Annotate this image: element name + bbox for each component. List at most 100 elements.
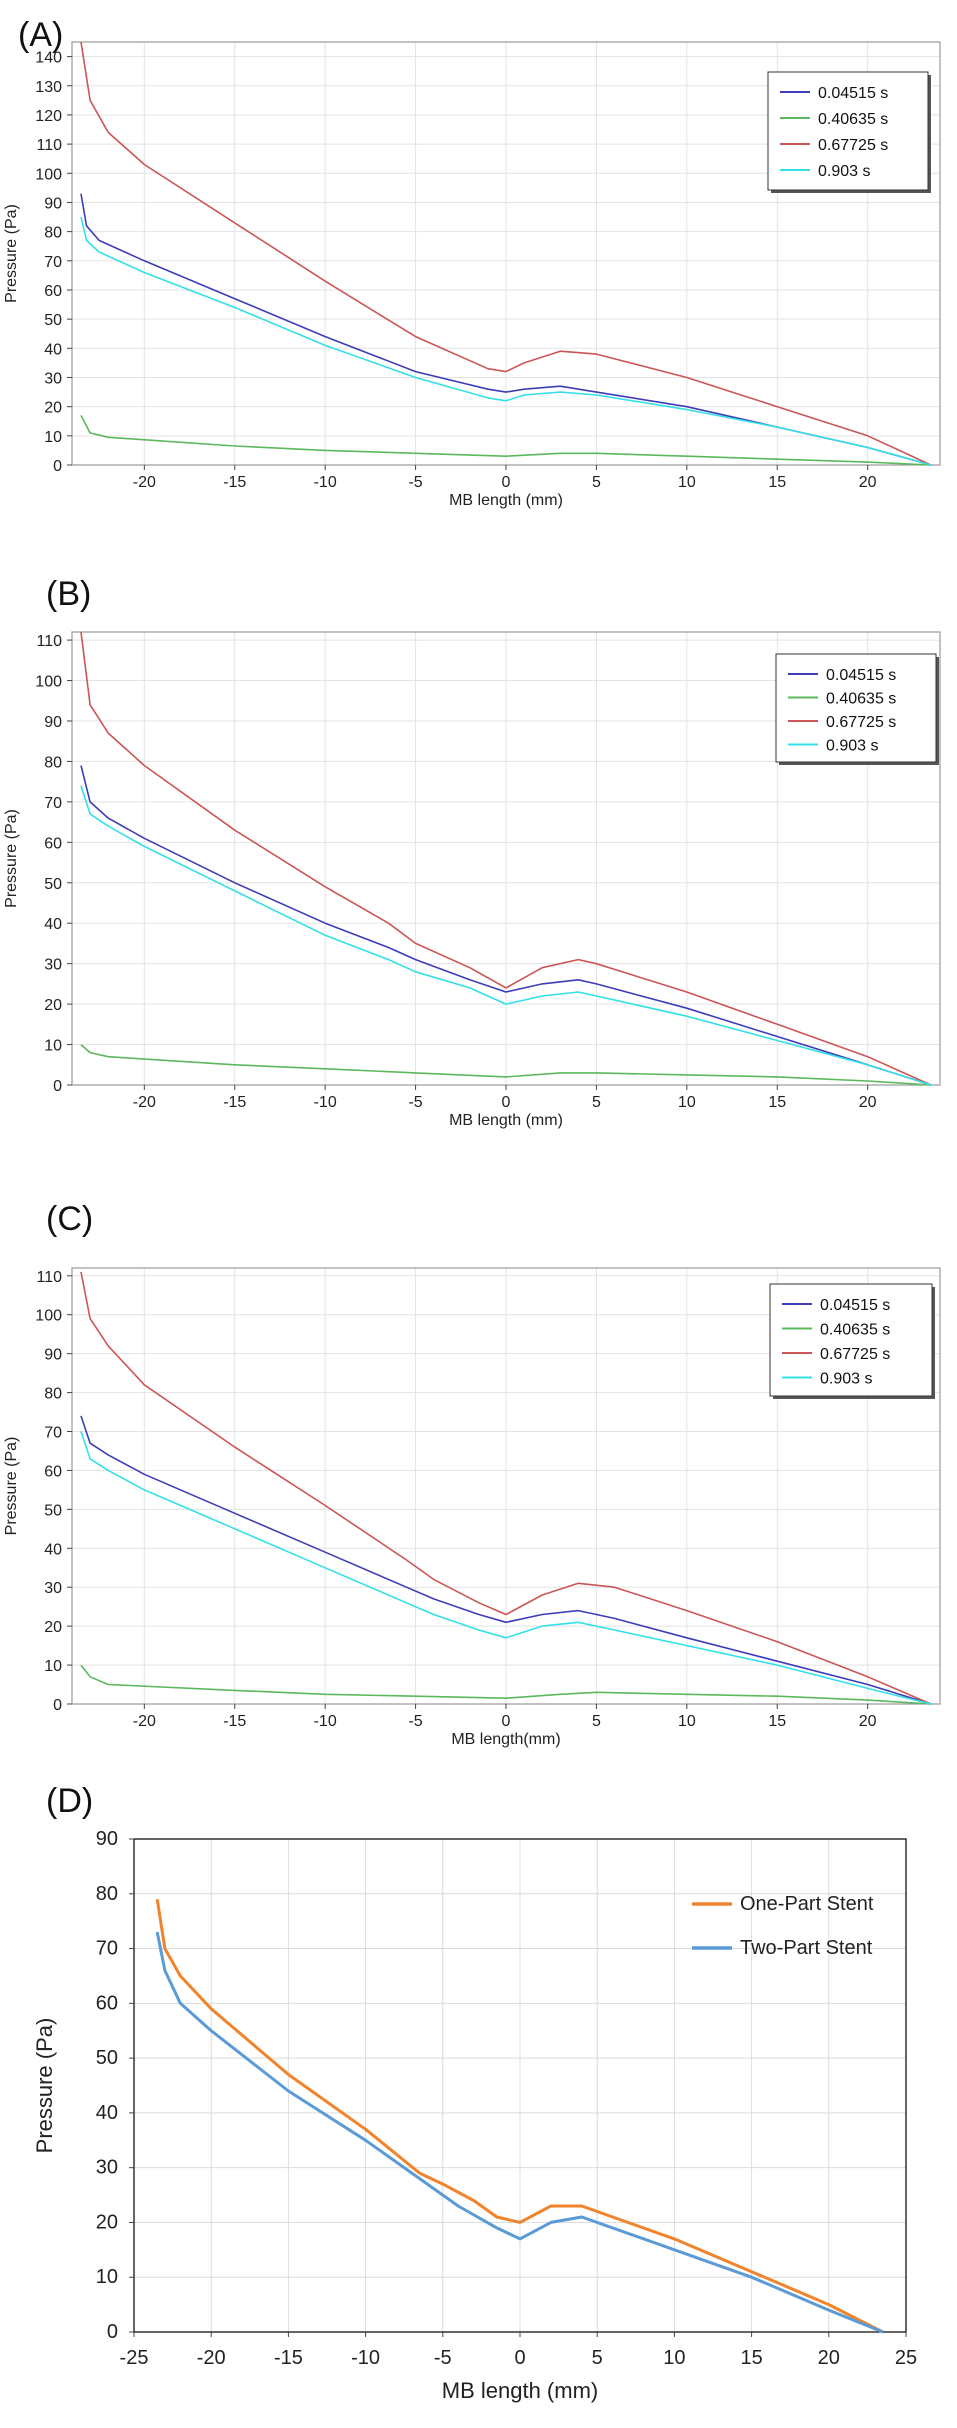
legend-entry: 0.40635 s: [818, 111, 888, 128]
x-tick-label: 10: [678, 1094, 696, 1111]
series-line-1: [80, 765, 932, 1086]
legend-entry: 0.903 s: [818, 163, 870, 180]
series-line-4: [80, 216, 932, 466]
y-axis-label: Pressure (Pa): [3, 1437, 20, 1536]
legend-entry: 0.67725 s: [820, 1346, 890, 1363]
x-tick-label: 20: [818, 2347, 840, 2369]
series-line-1: [80, 1415, 932, 1705]
x-tick-label: 5: [592, 2347, 603, 2369]
y-tick-label: 10: [96, 2266, 118, 2288]
x-tick-label: -20: [133, 1713, 156, 1730]
legend-entry: 0.04515 s: [820, 1297, 890, 1314]
legend-entry: 0.67725 s: [818, 137, 888, 154]
panel-label: (D): [46, 1782, 93, 1820]
y-tick-label: 80: [44, 1386, 62, 1403]
x-tick-label: 10: [678, 1713, 696, 1730]
x-tick-label: 5: [592, 1094, 601, 1111]
x-tick-label: -5: [434, 2347, 452, 2369]
y-tick-label: 10: [44, 1658, 62, 1675]
y-tick-label: 70: [44, 254, 62, 271]
x-tick-label: -15: [223, 1713, 246, 1730]
legend-entry: 0.903 s: [826, 738, 878, 755]
legend-entry: 0.04515 s: [826, 667, 896, 684]
x-tick-label: -10: [314, 474, 337, 491]
x-tick-label: 5: [592, 1713, 601, 1730]
x-tick-label: 0: [502, 1094, 511, 1111]
x-tick-label: 15: [768, 474, 786, 491]
x-axis-label: MB length (mm): [449, 1112, 563, 1129]
legend-entry: 0.67725 s: [826, 714, 896, 731]
series-line-1: [80, 193, 932, 466]
legend: 0.04515 s 0.40635 s 0.67725 s 0.903 s: [769, 1283, 935, 1399]
series-line-4: [80, 785, 932, 1086]
y-tick-label: 60: [44, 1463, 62, 1480]
y-tick-label: 20: [44, 997, 62, 1014]
y-tick-label: 110: [36, 633, 62, 650]
y-tick-label: 80: [96, 1883, 118, 1905]
panel-label: (B): [46, 575, 91, 613]
x-tick-label: 25: [895, 2347, 917, 2369]
chart-panel-4: (D) -25 -20 -15 -10 -5 0 5 10 15 20 25 0 10 20 30 40 50 60…: [32, 1782, 917, 2403]
x-tick-label: 15: [740, 2347, 762, 2369]
legend-entry: 0.04515 s: [818, 85, 888, 102]
x-tick-label: -25: [120, 2347, 149, 2369]
legend: 0.04515 s 0.40635 s 0.67725 s 0.903 s: [767, 71, 931, 193]
y-tick-label: 10: [44, 1038, 62, 1055]
y-tick-label: 70: [44, 795, 62, 812]
series-line-4: [80, 1431, 932, 1705]
y-tick-label: 60: [96, 1992, 118, 2014]
legend-entry: 0.40635 s: [826, 691, 896, 708]
y-tick-label: 110: [36, 1269, 62, 1286]
y-tick-label: 100: [35, 1308, 62, 1325]
x-tick-label: 0: [514, 2347, 525, 2369]
legend-entry: One-Part Stent: [740, 1893, 874, 1915]
series-line-2: [80, 415, 932, 466]
chart-panel-1: (A) -20 -15 -10 -5 0 5 10 15 20 0 10 20 30 40 50 60 70 80 9…: [3, 16, 941, 509]
y-tick-label: 40: [96, 2102, 118, 2124]
x-tick-label: -10: [351, 2347, 380, 2369]
y-tick-label: 0: [107, 2321, 118, 2343]
y-tick-label: 60: [44, 835, 62, 852]
y-tick-label: 60: [44, 283, 62, 300]
y-tick-label: 40: [44, 1541, 62, 1558]
y-tick-label: 30: [96, 2157, 118, 2179]
panel-label: (C): [46, 1200, 93, 1238]
series-line-2: [155, 1931, 884, 2334]
y-tick-label: 100: [35, 674, 62, 691]
y-tick-label: 10: [44, 429, 62, 446]
y-tick-label: 0: [53, 1697, 62, 1714]
y-tick-label: 130: [35, 79, 62, 96]
x-tick-label: 0: [502, 474, 511, 491]
x-tick-label: 15: [768, 1094, 786, 1111]
y-tick-label: 120: [35, 108, 62, 125]
series-line-3: [80, 41, 932, 466]
y-axis-label: Pressure (Pa): [3, 204, 20, 303]
series-line-3: [80, 1271, 932, 1705]
y-axis-label: Pressure (Pa): [32, 2018, 57, 2154]
y-tick-label: 50: [44, 1502, 62, 1519]
y-tick-label: 50: [96, 2047, 118, 2069]
x-tick-label: -20: [133, 474, 156, 491]
series-line-2: [80, 1043, 932, 1086]
x-tick-label: -15: [223, 1094, 246, 1111]
chart-panel-3: (C) -20 -15 -10 -5 0 5 10 15 20 0 10 20 30 40 50 60 70 80 9…: [3, 1200, 941, 1748]
y-tick-label: 140: [35, 50, 62, 67]
y-tick-label: 110: [36, 137, 62, 154]
legend-entry: 0.903 s: [820, 1371, 872, 1388]
series-line-2: [80, 1664, 932, 1705]
y-tick-label: 50: [44, 312, 62, 329]
legend: 0.04515 s 0.40635 s 0.67725 s 0.903 s: [775, 653, 939, 765]
x-tick-label: -20: [197, 2347, 226, 2369]
y-tick-label: 0: [53, 1078, 62, 1095]
x-axis-label: MB length (mm): [442, 2378, 598, 2403]
y-tick-label: 30: [44, 370, 62, 387]
y-tick-label: 100: [35, 166, 62, 183]
x-tick-label: 5: [592, 474, 601, 491]
x-tick-label: -15: [223, 474, 246, 491]
y-tick-label: 70: [96, 1938, 118, 1960]
y-tick-label: 30: [44, 957, 62, 974]
y-tick-label: 20: [44, 1619, 62, 1636]
x-tick-label: -20: [133, 1094, 156, 1111]
legend-entry: 0.40635 s: [820, 1322, 890, 1339]
